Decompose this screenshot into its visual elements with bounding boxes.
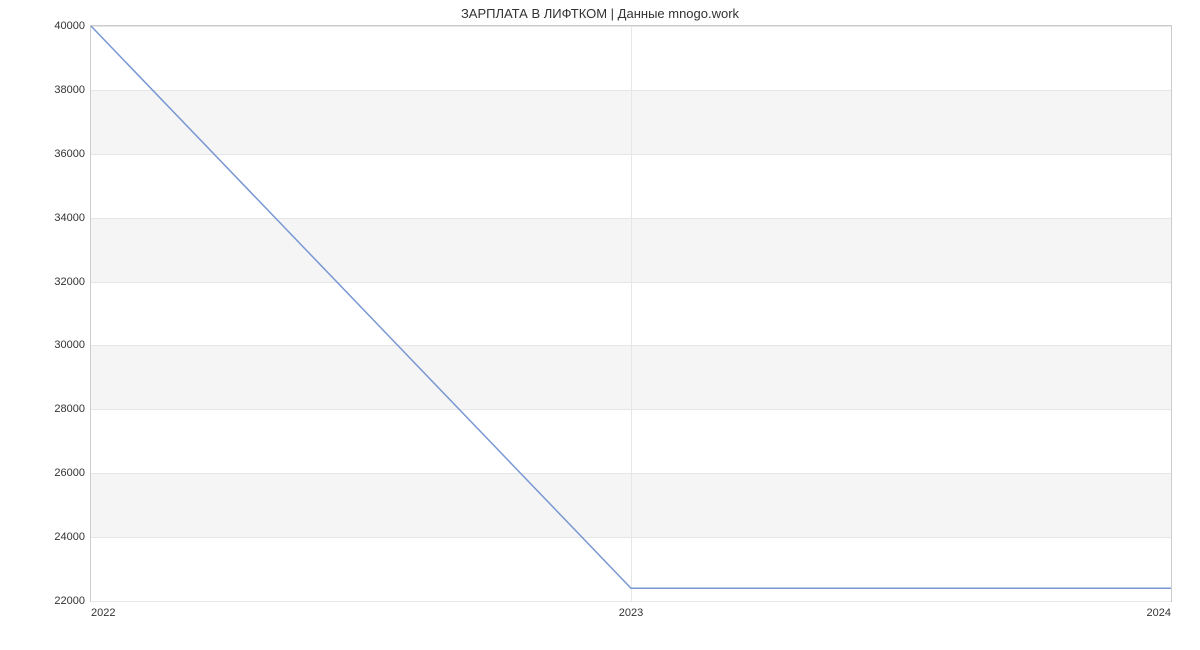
salary-chart: ЗАРПЛАТА В ЛИФТКОМ | Данные mnogo.work 2… bbox=[0, 0, 1200, 650]
y-tick-label: 24000 bbox=[7, 531, 85, 543]
x-tick-label: 2024 bbox=[1111, 607, 1171, 619]
y-tick-label: 30000 bbox=[7, 339, 85, 351]
series-layer bbox=[91, 26, 1171, 601]
x-tick-label: 2022 bbox=[91, 607, 151, 619]
y-gridline bbox=[91, 601, 1171, 602]
x-tick-label: 2023 bbox=[601, 607, 661, 619]
plot-area: 2200024000260002800030000320003400036000… bbox=[90, 25, 1172, 602]
y-tick-label: 28000 bbox=[7, 403, 85, 415]
chart-title: ЗАРПЛАТА В ЛИФТКОМ | Данные mnogo.work bbox=[0, 6, 1200, 21]
y-tick-label: 38000 bbox=[7, 84, 85, 96]
y-tick-label: 40000 bbox=[7, 20, 85, 32]
y-tick-label: 36000 bbox=[7, 148, 85, 160]
series-line-salary bbox=[91, 26, 1171, 588]
y-tick-label: 22000 bbox=[7, 595, 85, 607]
y-tick-label: 34000 bbox=[7, 212, 85, 224]
y-tick-label: 32000 bbox=[7, 276, 85, 288]
y-tick-label: 26000 bbox=[7, 467, 85, 479]
